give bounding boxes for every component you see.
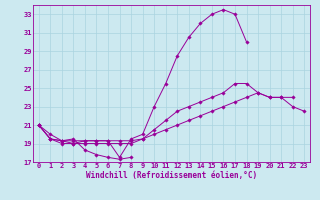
- X-axis label: Windchill (Refroidissement éolien,°C): Windchill (Refroidissement éolien,°C): [86, 171, 257, 180]
